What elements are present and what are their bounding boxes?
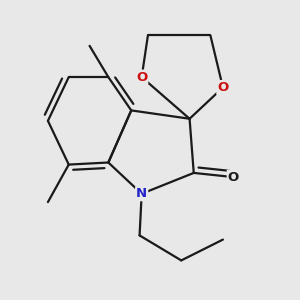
Text: N: N bbox=[136, 187, 147, 200]
Text: O: O bbox=[136, 70, 147, 84]
Text: O: O bbox=[228, 171, 239, 184]
Text: O: O bbox=[217, 81, 229, 94]
